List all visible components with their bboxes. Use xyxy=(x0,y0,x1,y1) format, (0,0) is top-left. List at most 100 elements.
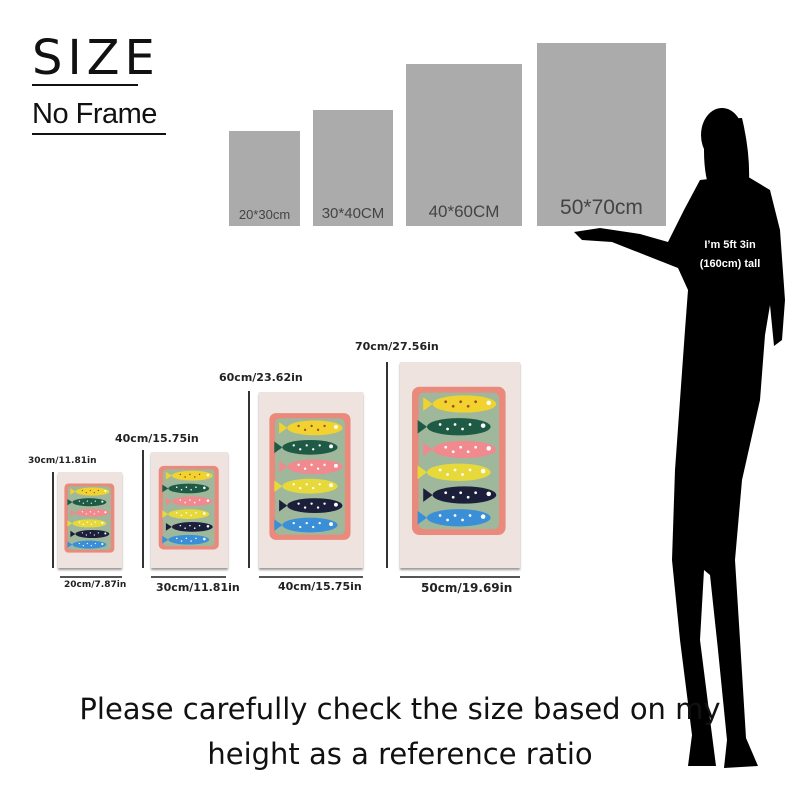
fish-spot xyxy=(305,521,308,525)
size-box-50x70: 50*70cm xyxy=(537,43,666,226)
print-width-label: 50cm/19.69in xyxy=(421,581,513,595)
size-box-label: 40*60CM xyxy=(428,202,500,221)
fish-spot xyxy=(453,423,457,426)
fish-tail xyxy=(67,499,73,506)
width-dimension-line xyxy=(151,576,226,578)
fish-eye xyxy=(101,500,104,503)
fish-spot xyxy=(468,514,472,517)
tray-inner xyxy=(418,392,500,530)
subtitle-underline xyxy=(32,133,166,135)
fish-spot xyxy=(185,512,188,514)
fish-spot xyxy=(466,450,470,454)
fish-eye xyxy=(480,468,486,474)
print-width-label: 30cm/11.81in xyxy=(156,581,240,594)
person-note-line2: (160cm) tall xyxy=(699,258,761,270)
fish-spot xyxy=(195,512,197,514)
fish-tail xyxy=(417,465,427,480)
fish-body xyxy=(72,540,107,549)
fish-tail xyxy=(162,510,169,518)
size-box-40x60: 40*60CM xyxy=(406,64,522,226)
fish-spot xyxy=(474,445,478,449)
fish-spot xyxy=(93,492,95,494)
print-height-label: 70cm/27.56in xyxy=(355,340,439,353)
fish-spot xyxy=(318,521,321,525)
fish-spot xyxy=(89,532,91,534)
fish-spot xyxy=(312,525,315,529)
fish-eye xyxy=(101,542,104,546)
fish-tail xyxy=(70,509,76,516)
fish-eye xyxy=(486,400,492,406)
fish-spot xyxy=(97,532,99,534)
size-box-30x40: 30*40CM xyxy=(313,110,393,226)
fish-spot xyxy=(310,502,313,505)
fish-body xyxy=(171,496,213,507)
person-height-note: I’m 5ft 3in (160cm) tall xyxy=(690,236,770,274)
fish-spot xyxy=(461,427,464,431)
fish-spot xyxy=(198,524,201,527)
size-box-20x30: 20*30cm xyxy=(229,131,300,226)
fish-spot xyxy=(86,521,88,523)
footer-line-2: height as a reference ratio xyxy=(207,737,593,771)
fish-spot xyxy=(466,404,470,408)
fish-spot xyxy=(97,489,99,492)
fish-spot xyxy=(446,473,449,476)
fish-body xyxy=(287,420,343,436)
fish-spot xyxy=(468,468,472,472)
fish-spot xyxy=(184,501,186,504)
fish-spot xyxy=(190,514,192,517)
no-frame-subtitle: No Frame xyxy=(32,98,157,130)
fish-spot xyxy=(86,542,88,545)
fish-eye xyxy=(333,424,338,429)
fish-spot xyxy=(459,400,463,404)
fish-spot xyxy=(180,540,183,542)
fish-spot xyxy=(94,542,96,545)
fish-spot xyxy=(179,499,182,501)
tray-inner xyxy=(162,469,215,547)
fish-spot xyxy=(198,499,201,501)
fish-body xyxy=(282,478,338,494)
fish-body xyxy=(168,534,210,545)
fish-tail xyxy=(423,442,433,457)
width-dimension-line xyxy=(259,576,363,578)
fish-eye xyxy=(480,423,486,428)
fish-spot xyxy=(318,483,321,486)
fish-spot xyxy=(466,495,470,499)
fish-body xyxy=(287,459,343,475)
fish-tail xyxy=(70,488,76,495)
fish-spot xyxy=(195,537,197,540)
fish-tail xyxy=(423,488,433,502)
fish-spot xyxy=(297,463,300,466)
fish-spot xyxy=(185,537,188,540)
fish-body xyxy=(287,498,343,514)
fish-spot xyxy=(444,491,448,495)
fish-spot xyxy=(78,542,81,545)
fish-spot xyxy=(185,486,188,488)
fish-spot xyxy=(312,486,315,490)
person-note-line1: I’m 5ft 3in xyxy=(704,239,756,251)
fish-spot xyxy=(85,492,88,494)
fish-spot xyxy=(299,448,302,451)
fish-spot xyxy=(93,513,95,515)
fish-spot xyxy=(180,488,183,491)
fish-spot xyxy=(189,473,191,476)
fish-spot xyxy=(195,486,197,488)
title-underline xyxy=(32,84,138,86)
fish-spot xyxy=(82,523,85,526)
fish-body xyxy=(426,509,491,527)
fish-spot xyxy=(451,450,455,454)
fish-spot xyxy=(193,476,196,478)
fish-spot xyxy=(299,525,302,529)
fish-eye xyxy=(333,463,338,468)
fish-spot xyxy=(459,491,463,495)
fish-eye xyxy=(329,483,333,488)
fish-eye xyxy=(329,444,333,449)
fish-eye xyxy=(203,486,206,490)
fish-spot xyxy=(459,445,463,449)
fish-spot xyxy=(81,489,84,492)
fish-body xyxy=(75,529,110,539)
fish-spot xyxy=(474,491,478,495)
fish-body xyxy=(282,439,338,455)
fish-spot xyxy=(303,428,307,432)
fish-spot xyxy=(94,500,96,502)
print-height-label: 30cm/11.81in xyxy=(28,456,97,466)
